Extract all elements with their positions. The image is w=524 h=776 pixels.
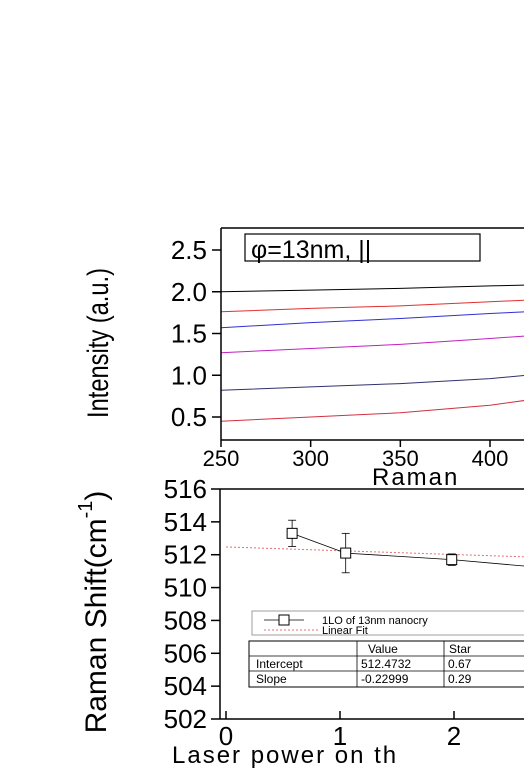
spectra-xticks: 250 300 350 400: [203, 440, 509, 471]
spectra-ytick-label: 2.5: [171, 235, 207, 265]
fit-table-header-value: Value: [368, 642, 398, 656]
shift-ytick-label: 508: [164, 605, 207, 635]
spectra-xtick-label: 350: [382, 446, 419, 471]
shift-xtick-label: 1: [333, 721, 347, 751]
fit-table-slope-value: -0.22999: [361, 672, 409, 686]
shift-ytick-label: 502: [164, 704, 207, 734]
fit-table: Value Star Intercept 512.4732 0.67 Slope…: [248, 640, 524, 688]
fit-table-slope-label: Slope: [256, 672, 287, 686]
spectrum-line-1: [220, 284, 524, 293]
spectrum-line-4: [220, 335, 524, 354]
data-series: [286, 519, 524, 574]
legend-box: [251, 610, 524, 636]
fit-table-header-std: Star: [449, 642, 471, 656]
spectrum-line-2: [220, 299, 524, 313]
spectrum-line-5: [220, 374, 524, 391]
fit-table-border: [248, 640, 524, 688]
shift-ylabel: Raman Shift(cm-1): [75, 491, 113, 734]
spectra-yticks: 0.5 1.0 1.5 2.0 2.5: [171, 235, 221, 432]
fit-table-intercept-error: 0.67: [448, 657, 472, 671]
shift-xticks: 0 1 2: [219, 711, 461, 751]
shift-ytick-label: 510: [164, 573, 207, 603]
spectra-ytick-label: 1.5: [171, 319, 207, 349]
fit-table-intercept-value: 512.4732: [361, 657, 411, 671]
spectra-panel: Intensity (a.u.) 0.5 1.0 1.5 2.0 2.5 250 300 3…: [82, 227, 524, 491]
data-point: [286, 527, 298, 539]
spectra-xtick-label: 400: [472, 446, 509, 471]
spectra-ytick-label: 2.0: [171, 277, 207, 307]
linear-fit-line: [225, 546, 524, 558]
spectra-ytick-label: 0.5: [171, 402, 207, 432]
shift-ytick-label: 506: [164, 638, 207, 668]
spectrum-line-3: [220, 311, 524, 329]
annotation-label: φ=13nm, ||: [251, 236, 371, 264]
spectra-xtick-label: 300: [292, 446, 329, 471]
shift-ytick-label: 504: [164, 671, 207, 701]
spectra-ytick-label: 1.0: [171, 360, 207, 390]
shift-ylabel-close: ): [80, 491, 113, 501]
spectra-lines: [220, 284, 524, 422]
legend-data-marker: [278, 614, 290, 626]
legend-fit-label: Linear Fit: [322, 625, 368, 637]
data-point: [446, 554, 458, 566]
shift-panel: Raman Shift(cm-1) 5025045065085105125145…: [75, 474, 524, 769]
shift-ytick-label: 512: [164, 540, 207, 570]
shift-xtick-label: 0: [219, 721, 233, 751]
fit-table-slope-error: 0.29: [448, 672, 472, 686]
shift-xlabel: Laser power on th: [172, 742, 398, 769]
fit-table-intercept-label: Intercept: [256, 657, 303, 671]
spectra-xlabel: Raman: [372, 464, 459, 491]
spectra-xtick-label: 250: [203, 446, 240, 471]
data-connecting-line: [291, 533, 524, 567]
legend-data-label: 1LO of 13nm nanocry: [322, 615, 428, 627]
annotation-box: [244, 233, 481, 262]
shift-ytick-label: 514: [164, 507, 207, 537]
shift-xtick-label: 2: [447, 721, 461, 751]
shift-ylabel-sup: -1: [75, 501, 97, 519]
shift-ytick-label: 516: [164, 474, 207, 504]
spectra-ylabel: Intensity (a.u.): [82, 268, 115, 418]
shift-ylabel-main: Raman Shift(cm: [80, 518, 113, 733]
linear-fit-series: [225, 546, 524, 558]
legend: 1LO of 13nm nanocry Linear Fit: [251, 610, 524, 637]
spectrum-line-6: [220, 400, 524, 422]
data-point: [340, 547, 352, 559]
